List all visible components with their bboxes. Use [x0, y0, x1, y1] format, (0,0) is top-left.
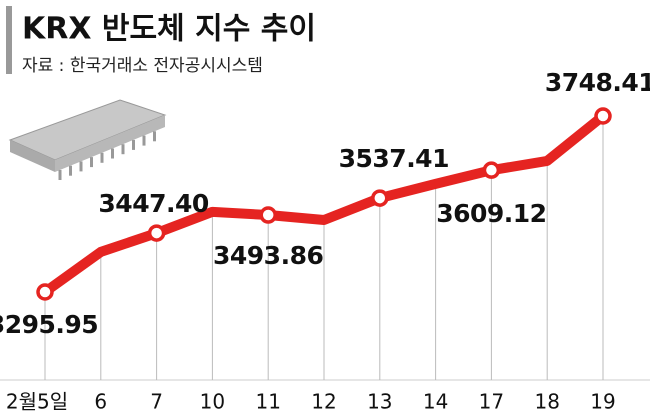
marker: [371, 189, 389, 207]
x-tick-label: 19: [590, 390, 615, 414]
value-label: 3295.95: [0, 310, 98, 339]
marker: [594, 107, 612, 125]
marker: [259, 206, 277, 224]
x-tick-label: 7: [150, 390, 163, 414]
value-label: 3748.41: [545, 68, 650, 97]
x-tick-label: 10: [200, 390, 225, 414]
value-label: 3447.40: [98, 189, 208, 218]
chart-subtitle: 자료 : 한국거래소 전자공시시스템: [22, 56, 263, 76]
marker: [36, 283, 54, 301]
x-tick-label: 11: [255, 390, 280, 414]
x-tick-label: 17: [479, 390, 504, 414]
title-bar: [6, 6, 12, 74]
chip-icon: [8, 99, 167, 172]
chart-title: KRX 반도체 지수 추이: [22, 12, 316, 47]
line: [42, 112, 607, 297]
marker: [147, 224, 166, 242]
x-tick-label: 18: [534, 390, 559, 414]
value-label: 3493.86: [213, 241, 323, 270]
value-label: 3609.12: [436, 199, 546, 228]
marker: [482, 161, 501, 179]
value-label: 3537.41: [339, 144, 449, 173]
x-tick-label: 2월5일: [6, 390, 68, 414]
x-tick-label: 13: [367, 390, 392, 414]
x-tick-label: 6: [94, 390, 107, 414]
x-tick-label: 14: [423, 390, 448, 414]
x-tick-label: 12: [311, 390, 336, 414]
